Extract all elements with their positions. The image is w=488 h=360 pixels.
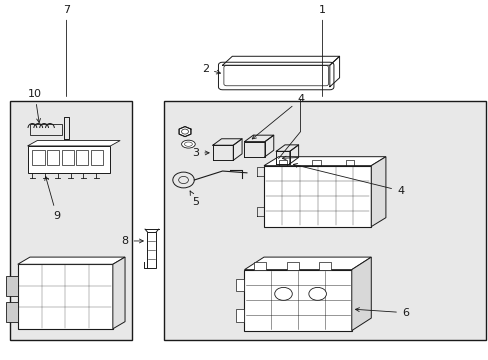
Bar — [47, 150, 59, 165]
Polygon shape — [264, 157, 385, 166]
Bar — [235, 279, 244, 291]
Bar — [286, 262, 298, 270]
Text: 10: 10 — [28, 89, 42, 122]
Text: 6: 6 — [355, 308, 408, 318]
Polygon shape — [351, 257, 370, 330]
Polygon shape — [244, 257, 370, 270]
Bar — [163, 101, 485, 339]
Bar — [10, 101, 132, 339]
Ellipse shape — [181, 140, 195, 148]
Text: 1: 1 — [318, 5, 325, 96]
Bar — [5, 302, 18, 321]
Text: 4: 4 — [252, 94, 304, 139]
Text: 8: 8 — [121, 236, 143, 246]
Text: 9: 9 — [45, 176, 60, 221]
Bar — [235, 309, 244, 321]
Circle shape — [274, 287, 292, 300]
Bar — [27, 146, 110, 173]
Text: 3: 3 — [192, 148, 209, 158]
Circle shape — [308, 287, 326, 300]
Bar — [61, 150, 74, 165]
Bar — [76, 150, 88, 165]
Polygon shape — [113, 257, 125, 329]
Text: 5: 5 — [190, 191, 199, 207]
Text: 7: 7 — [63, 5, 70, 96]
Bar — [244, 270, 351, 330]
Bar — [30, 125, 61, 135]
Bar — [147, 232, 156, 268]
Bar — [5, 276, 18, 296]
Bar — [18, 264, 113, 329]
FancyBboxPatch shape — [218, 62, 333, 90]
Text: 2: 2 — [202, 64, 220, 74]
Bar — [264, 166, 370, 226]
Bar — [91, 150, 103, 165]
Text: 4: 4 — [293, 163, 403, 196]
Bar — [254, 262, 266, 270]
Bar — [32, 150, 44, 165]
Bar — [319, 262, 331, 270]
Polygon shape — [179, 127, 190, 136]
Polygon shape — [27, 140, 120, 146]
Polygon shape — [18, 257, 125, 264]
Polygon shape — [370, 157, 385, 226]
